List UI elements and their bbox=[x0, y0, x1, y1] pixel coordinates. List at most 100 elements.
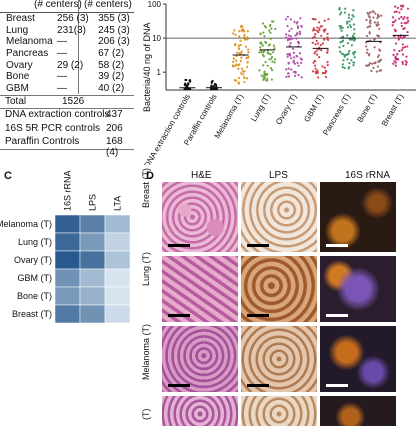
scale-bar bbox=[247, 384, 269, 387]
data-point bbox=[398, 11, 401, 14]
row-value-2: 67 (2) bbox=[98, 48, 125, 60]
data-point bbox=[260, 42, 263, 46]
data-point bbox=[346, 58, 349, 61]
data-point bbox=[398, 17, 401, 20]
data-point bbox=[187, 87, 191, 91]
data-point bbox=[244, 38, 247, 41]
data-point bbox=[318, 21, 321, 24]
heatmap-cell bbox=[79, 304, 106, 324]
data-point bbox=[366, 48, 369, 51]
data-point bbox=[373, 46, 376, 49]
heatmap-cell bbox=[79, 268, 106, 288]
data-point bbox=[296, 41, 300, 44]
row-value-2: 245 (3) bbox=[98, 24, 130, 36]
scale-bar bbox=[168, 384, 190, 387]
data-point bbox=[246, 30, 249, 33]
control-label: DNA extraction controls bbox=[5, 109, 110, 120]
heatmap-row-label: GBM (T) bbox=[18, 273, 53, 283]
data-point bbox=[326, 63, 329, 67]
heatmap-cell bbox=[79, 232, 106, 252]
data-point bbox=[338, 7, 341, 10]
data-point bbox=[405, 55, 408, 58]
data-point bbox=[324, 69, 327, 72]
heatmap-column-label: LTA bbox=[113, 196, 123, 211]
data-point bbox=[395, 10, 398, 13]
data-point bbox=[268, 29, 271, 32]
heatmap-cell bbox=[104, 214, 131, 234]
data-point bbox=[376, 65, 379, 68]
data-point bbox=[261, 22, 265, 25]
data-point bbox=[403, 35, 406, 38]
he-tile-partial bbox=[162, 396, 238, 426]
data-point bbox=[262, 64, 265, 67]
heatmap-row-label: Ovary (T) bbox=[14, 255, 52, 265]
data-point bbox=[285, 75, 288, 78]
data-point bbox=[271, 60, 274, 63]
data-point bbox=[314, 50, 317, 53]
scale-bar bbox=[326, 314, 348, 317]
data-point bbox=[369, 22, 372, 25]
data-point bbox=[258, 69, 261, 72]
heatmap-cell bbox=[54, 268, 81, 288]
data-point bbox=[237, 76, 241, 80]
data-point bbox=[394, 64, 397, 67]
data-point bbox=[352, 15, 355, 18]
y-axis-label: Bacteria/40 ng of DNA bbox=[142, 22, 152, 112]
data-point bbox=[247, 55, 250, 59]
heatmap-cell bbox=[54, 304, 81, 324]
data-point bbox=[241, 28, 244, 31]
table-row: GBM — 40 (2) bbox=[4, 83, 134, 95]
row-value-2: 39 (2) bbox=[98, 71, 125, 83]
data-point bbox=[288, 29, 291, 33]
data-point bbox=[320, 34, 323, 37]
data-point bbox=[378, 27, 381, 30]
total-row: Total 1526 bbox=[0, 95, 134, 109]
data-point bbox=[311, 36, 314, 40]
data-point bbox=[239, 43, 242, 47]
row-value-1: — bbox=[57, 48, 68, 60]
data-point bbox=[313, 64, 317, 67]
data-point bbox=[247, 48, 250, 51]
data-point bbox=[268, 58, 271, 61]
data-point bbox=[246, 61, 249, 64]
data-point bbox=[338, 24, 341, 28]
data-point bbox=[287, 37, 290, 40]
data-point bbox=[318, 28, 321, 32]
y-tick-label: 10 bbox=[152, 34, 161, 43]
data-point bbox=[400, 24, 403, 28]
data-point bbox=[240, 52, 243, 55]
data-point bbox=[352, 23, 355, 26]
data-point bbox=[245, 56, 248, 60]
data-point bbox=[349, 25, 352, 29]
control-value: 168 (4) bbox=[106, 136, 123, 158]
data-point bbox=[377, 34, 380, 37]
data-point bbox=[311, 70, 315, 73]
data-point bbox=[374, 12, 377, 15]
data-point bbox=[289, 57, 293, 60]
data-point bbox=[234, 43, 237, 46]
data-point bbox=[368, 31, 371, 34]
data-point bbox=[372, 66, 375, 69]
data-point bbox=[391, 24, 394, 27]
data-point bbox=[295, 54, 298, 57]
data-point bbox=[235, 59, 238, 62]
data-point bbox=[373, 62, 376, 65]
data-point bbox=[376, 21, 379, 24]
data-point bbox=[260, 74, 263, 77]
data-point bbox=[338, 46, 341, 49]
data-point bbox=[287, 61, 290, 64]
row-value-1: — bbox=[57, 82, 68, 94]
data-point bbox=[285, 33, 288, 36]
data-point bbox=[287, 34, 290, 37]
data-point bbox=[315, 53, 319, 56]
data-point bbox=[340, 11, 343, 14]
data-point bbox=[327, 17, 330, 21]
x-category-label: Ovary (T) bbox=[274, 92, 299, 126]
control-row: DNA extraction controls bbox=[5, 109, 110, 120]
lps-tile-partial bbox=[241, 396, 317, 426]
data-point bbox=[314, 43, 317, 46]
table-row: Lung 231(3) 245 (3) bbox=[4, 25, 134, 37]
data-point bbox=[326, 61, 329, 64]
scale-bar bbox=[168, 244, 190, 247]
data-point bbox=[326, 32, 329, 36]
